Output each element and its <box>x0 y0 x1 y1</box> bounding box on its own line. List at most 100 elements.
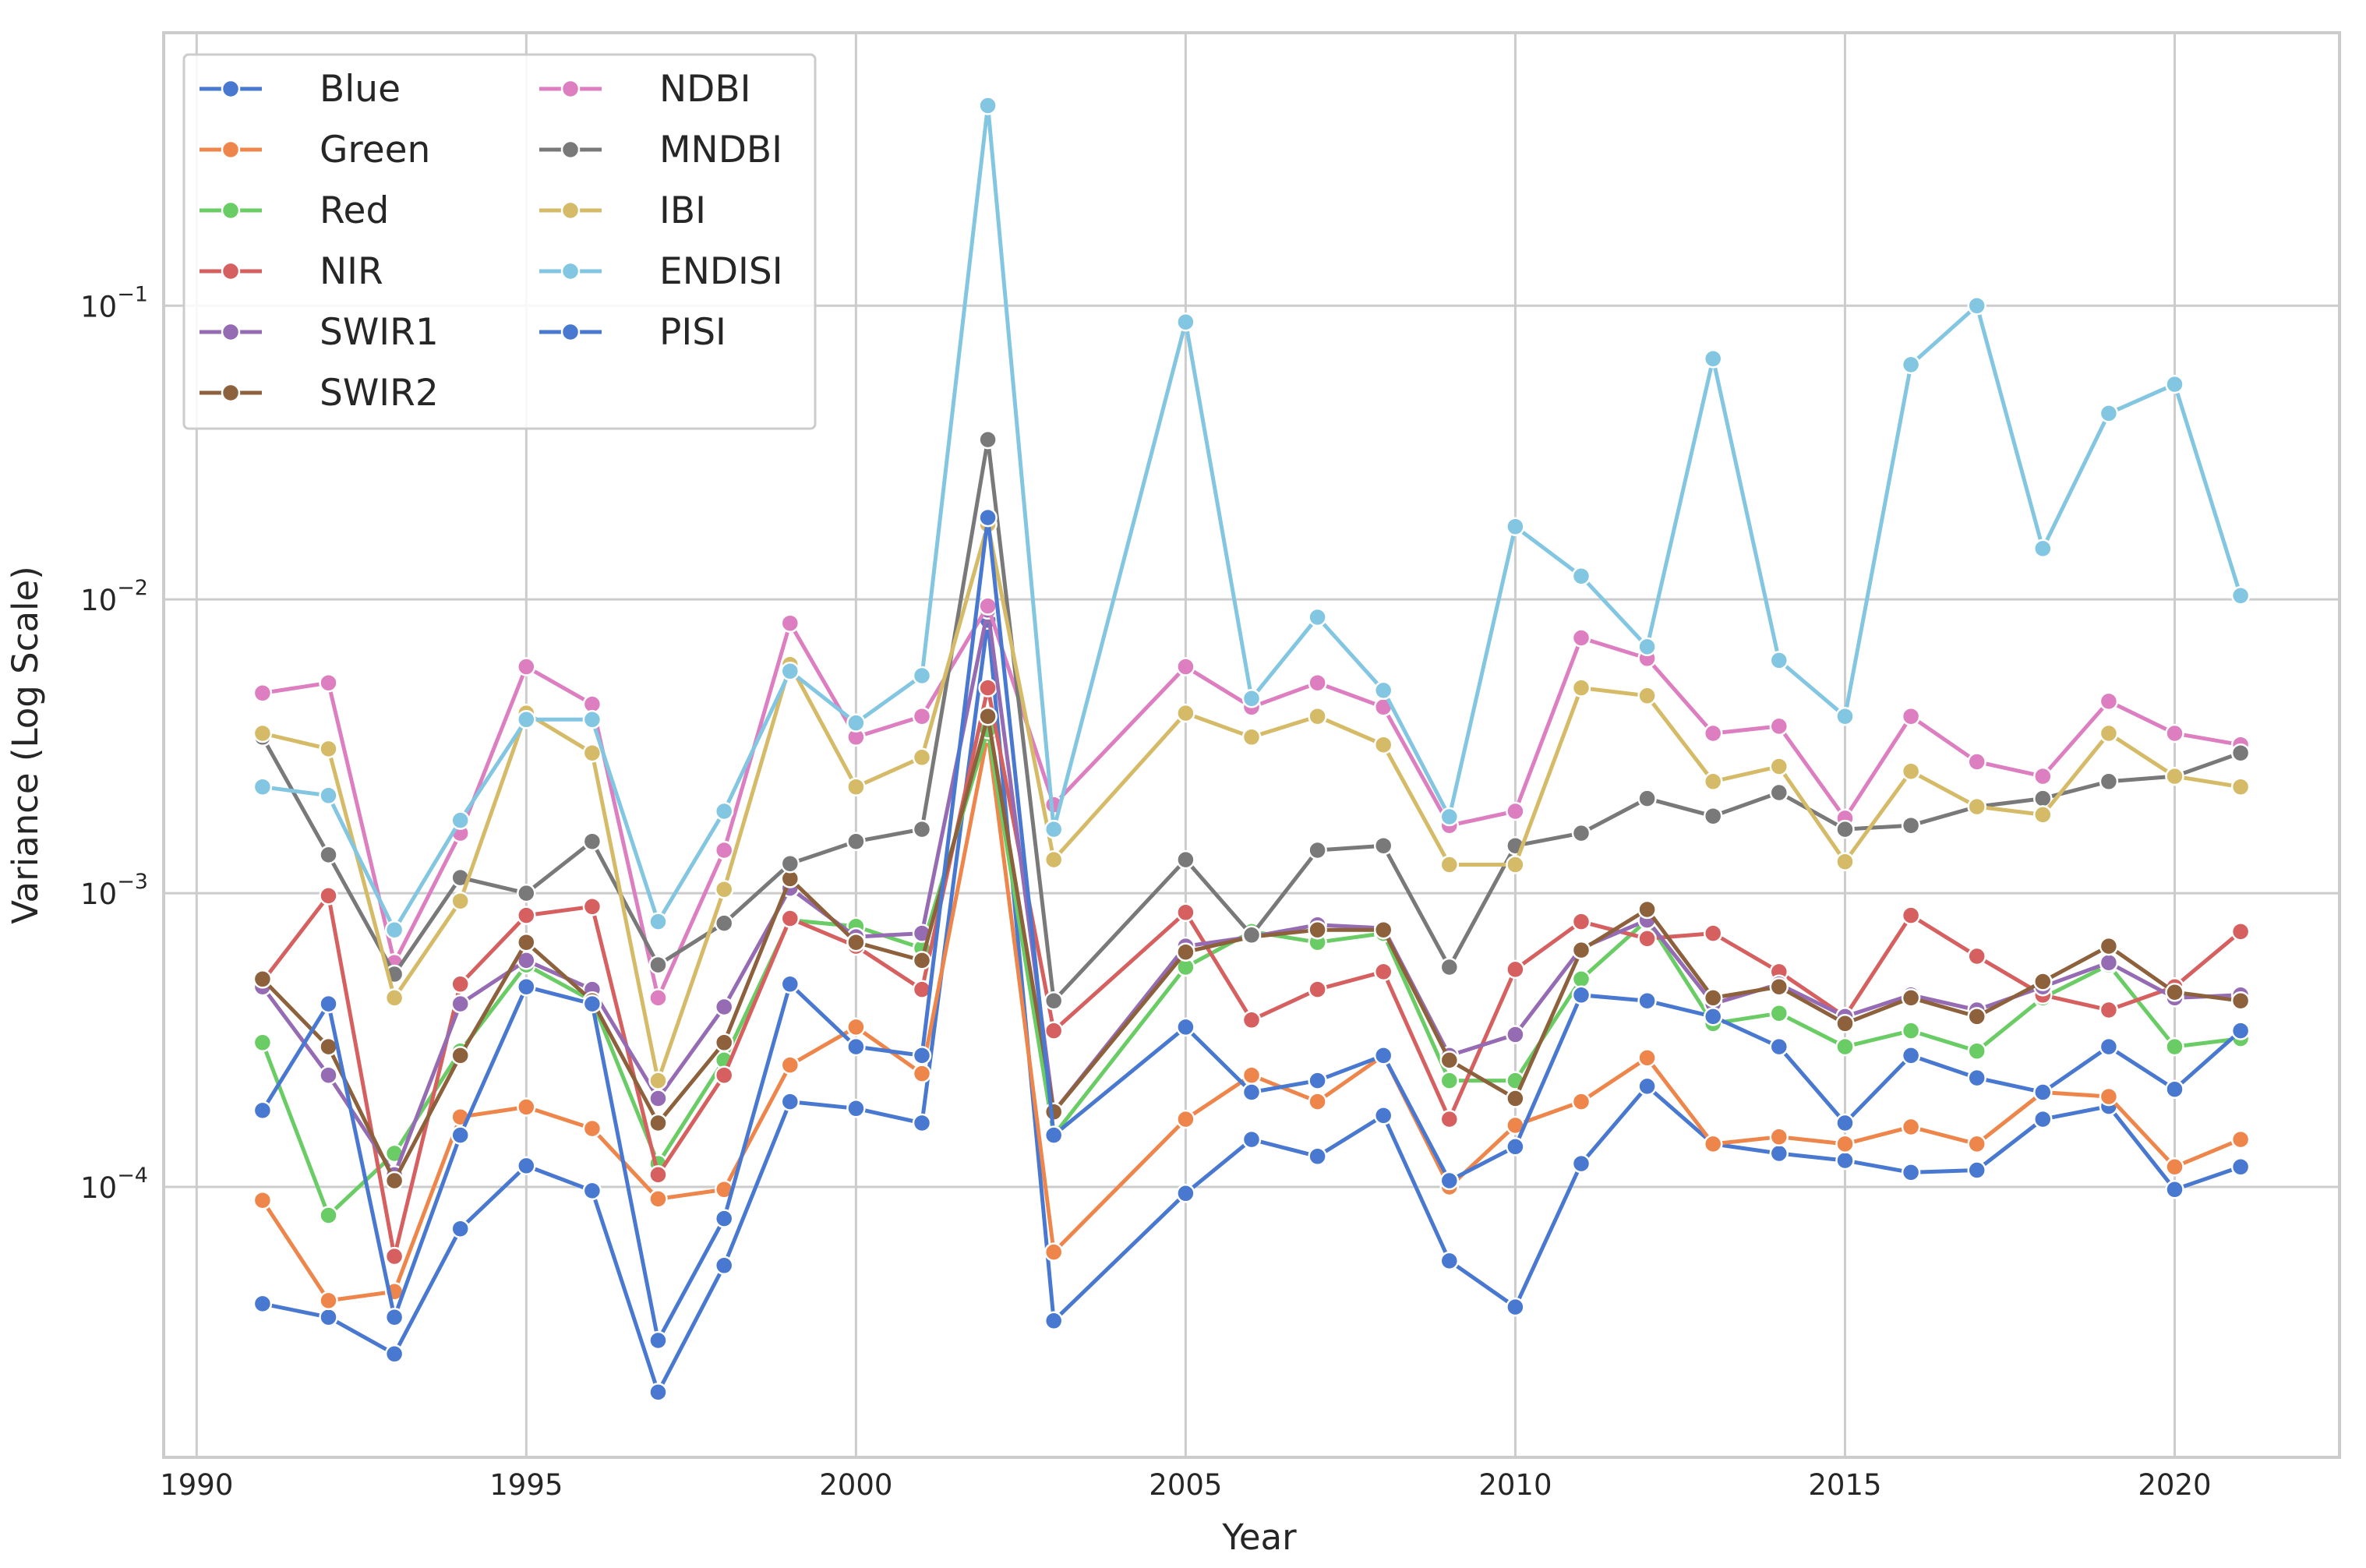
point-blue-2003 <box>1044 1311 1064 1331</box>
y-axis-title: Variance (Log Scale) <box>5 566 46 924</box>
point-ibi-1992 <box>319 739 338 759</box>
point-endisi-2017 <box>1967 296 1986 316</box>
point-nir-1997 <box>648 1165 668 1185</box>
point-ndbi-2020 <box>2165 723 2184 743</box>
legend-item-pisi: PISI <box>539 311 726 354</box>
point-mndbi-1998 <box>714 913 734 933</box>
legend-box <box>182 53 817 430</box>
point-ndbi-2018 <box>2033 766 2053 786</box>
point-blue-2000 <box>846 1099 866 1118</box>
point-nir-1992 <box>319 886 338 906</box>
point-swir2-2012 <box>1637 899 1657 920</box>
point-swir2-2009 <box>1439 1051 1460 1070</box>
x-tick-label-2005: 2005 <box>1149 1468 1222 1502</box>
point-red-2009 <box>1439 1071 1460 1090</box>
point-swir2-2018 <box>2033 972 2053 991</box>
point-endisi-2014 <box>1769 651 1789 670</box>
point-red-2015 <box>1835 1037 1855 1057</box>
legend-swatch-marker <box>560 200 581 221</box>
point-swir1-1997 <box>648 1089 668 1108</box>
point-pisi-2014 <box>1769 1037 1789 1057</box>
point-mndbi-2002 <box>978 429 998 450</box>
point-ibi-2008 <box>1373 735 1393 754</box>
series-line-green <box>260 731 2242 1303</box>
point-ibi-2009 <box>1439 855 1460 874</box>
point-endisi-2000 <box>846 713 866 733</box>
point-ndbi-2011 <box>1571 628 1591 648</box>
point-red-2014 <box>1769 1003 1789 1023</box>
point-blue-1995 <box>517 1156 536 1176</box>
point-green-2019 <box>2099 1086 2119 1107</box>
point-endisi-2005 <box>1176 312 1195 332</box>
point-swir2-1998 <box>714 1033 734 1053</box>
point-nir-2003 <box>1044 1021 1064 1040</box>
point-blue-2020 <box>2165 1180 2184 1199</box>
point-swir2-2013 <box>1703 988 1723 1008</box>
point-mndbi-2006 <box>1241 925 1262 945</box>
legend-label: Red <box>320 189 389 232</box>
point-nir-2019 <box>2099 1000 2119 1020</box>
legend-item-swir2: SWIR2 <box>200 372 439 415</box>
series-endisi <box>252 96 2251 940</box>
legend-item-mndbi: MNDBI <box>539 129 782 171</box>
point-endisi-1996 <box>582 710 602 729</box>
point-ibi-2020 <box>2165 766 2184 786</box>
point-swir1-2019 <box>2099 952 2119 973</box>
point-green-1999 <box>780 1055 800 1075</box>
series-line-blue <box>262 618 2241 1394</box>
point-nir-2011 <box>1571 912 1591 931</box>
point-green-2011 <box>1571 1092 1591 1111</box>
x-tick-label-2010: 2010 <box>1478 1468 1552 1502</box>
point-green-2003 <box>1044 1242 1064 1262</box>
series-line-mndbi <box>260 437 2241 1003</box>
point-endisi-2012 <box>1637 637 1657 657</box>
point-ibi-2014 <box>1769 757 1789 776</box>
legend-item-ibi: IBI <box>539 189 706 232</box>
point-endisi-1991 <box>252 777 273 796</box>
point-swir2-2007 <box>1308 920 1327 940</box>
point-blue-2016 <box>1901 1163 1921 1182</box>
point-pisi-1992 <box>319 994 338 1014</box>
point-swir2-2020 <box>2165 982 2184 1002</box>
legend-label: SWIR1 <box>320 311 439 354</box>
legend-label: IBI <box>659 189 706 232</box>
point-blue-2011 <box>1571 1153 1591 1174</box>
point-swir1-1992 <box>319 1065 338 1085</box>
point-blue-1994 <box>450 1219 470 1238</box>
point-green-2013 <box>1703 1134 1723 1154</box>
series-line-nir <box>260 686 2242 1259</box>
point-pisi-2001 <box>912 1046 932 1065</box>
point-nir-2021 <box>2230 922 2251 941</box>
point-swir2-2021 <box>2230 991 2251 1011</box>
point-ibi-1996 <box>582 743 602 763</box>
point-nir-2017 <box>1967 946 1986 966</box>
series-line-swir1 <box>260 608 2241 1177</box>
point-ndbi-2017 <box>1967 752 1986 772</box>
point-endisi-2016 <box>1901 355 1921 375</box>
x-tick-labels: 1990 1995 2000 2005 2010 2015 2020 <box>160 1468 2211 1502</box>
point-mndbi-2015 <box>1835 819 1855 839</box>
series-nir <box>252 678 2251 1266</box>
point-ibi-2007 <box>1308 706 1327 726</box>
point-swir2-1995 <box>517 932 536 952</box>
point-ibi-2003 <box>1044 849 1064 870</box>
point-endisi-2019 <box>2099 404 2119 423</box>
point-endisi-1998 <box>714 801 734 821</box>
point-nir-1998 <box>714 1065 734 1085</box>
point-pisi-2019 <box>2099 1037 2119 1057</box>
point-endisi-2007 <box>1308 607 1327 627</box>
point-pisi-2008 <box>1373 1046 1393 1065</box>
point-green-2006 <box>1241 1065 1262 1085</box>
point-green-2000 <box>846 1017 866 1037</box>
point-swir2-2001 <box>912 951 932 970</box>
point-ndbi-2013 <box>1703 723 1723 743</box>
point-ndbi-1991 <box>252 683 273 703</box>
point-nir-2007 <box>1308 980 1327 999</box>
point-ibi-2015 <box>1835 852 1855 871</box>
point-swir2-2015 <box>1835 1014 1855 1033</box>
point-ibi-2010 <box>1506 855 1525 874</box>
point-mndbi-2011 <box>1571 823 1591 843</box>
point-blue-2014 <box>1769 1143 1789 1164</box>
point-mndbi-2014 <box>1769 782 1789 803</box>
point-ndbi-2010 <box>1506 801 1525 821</box>
